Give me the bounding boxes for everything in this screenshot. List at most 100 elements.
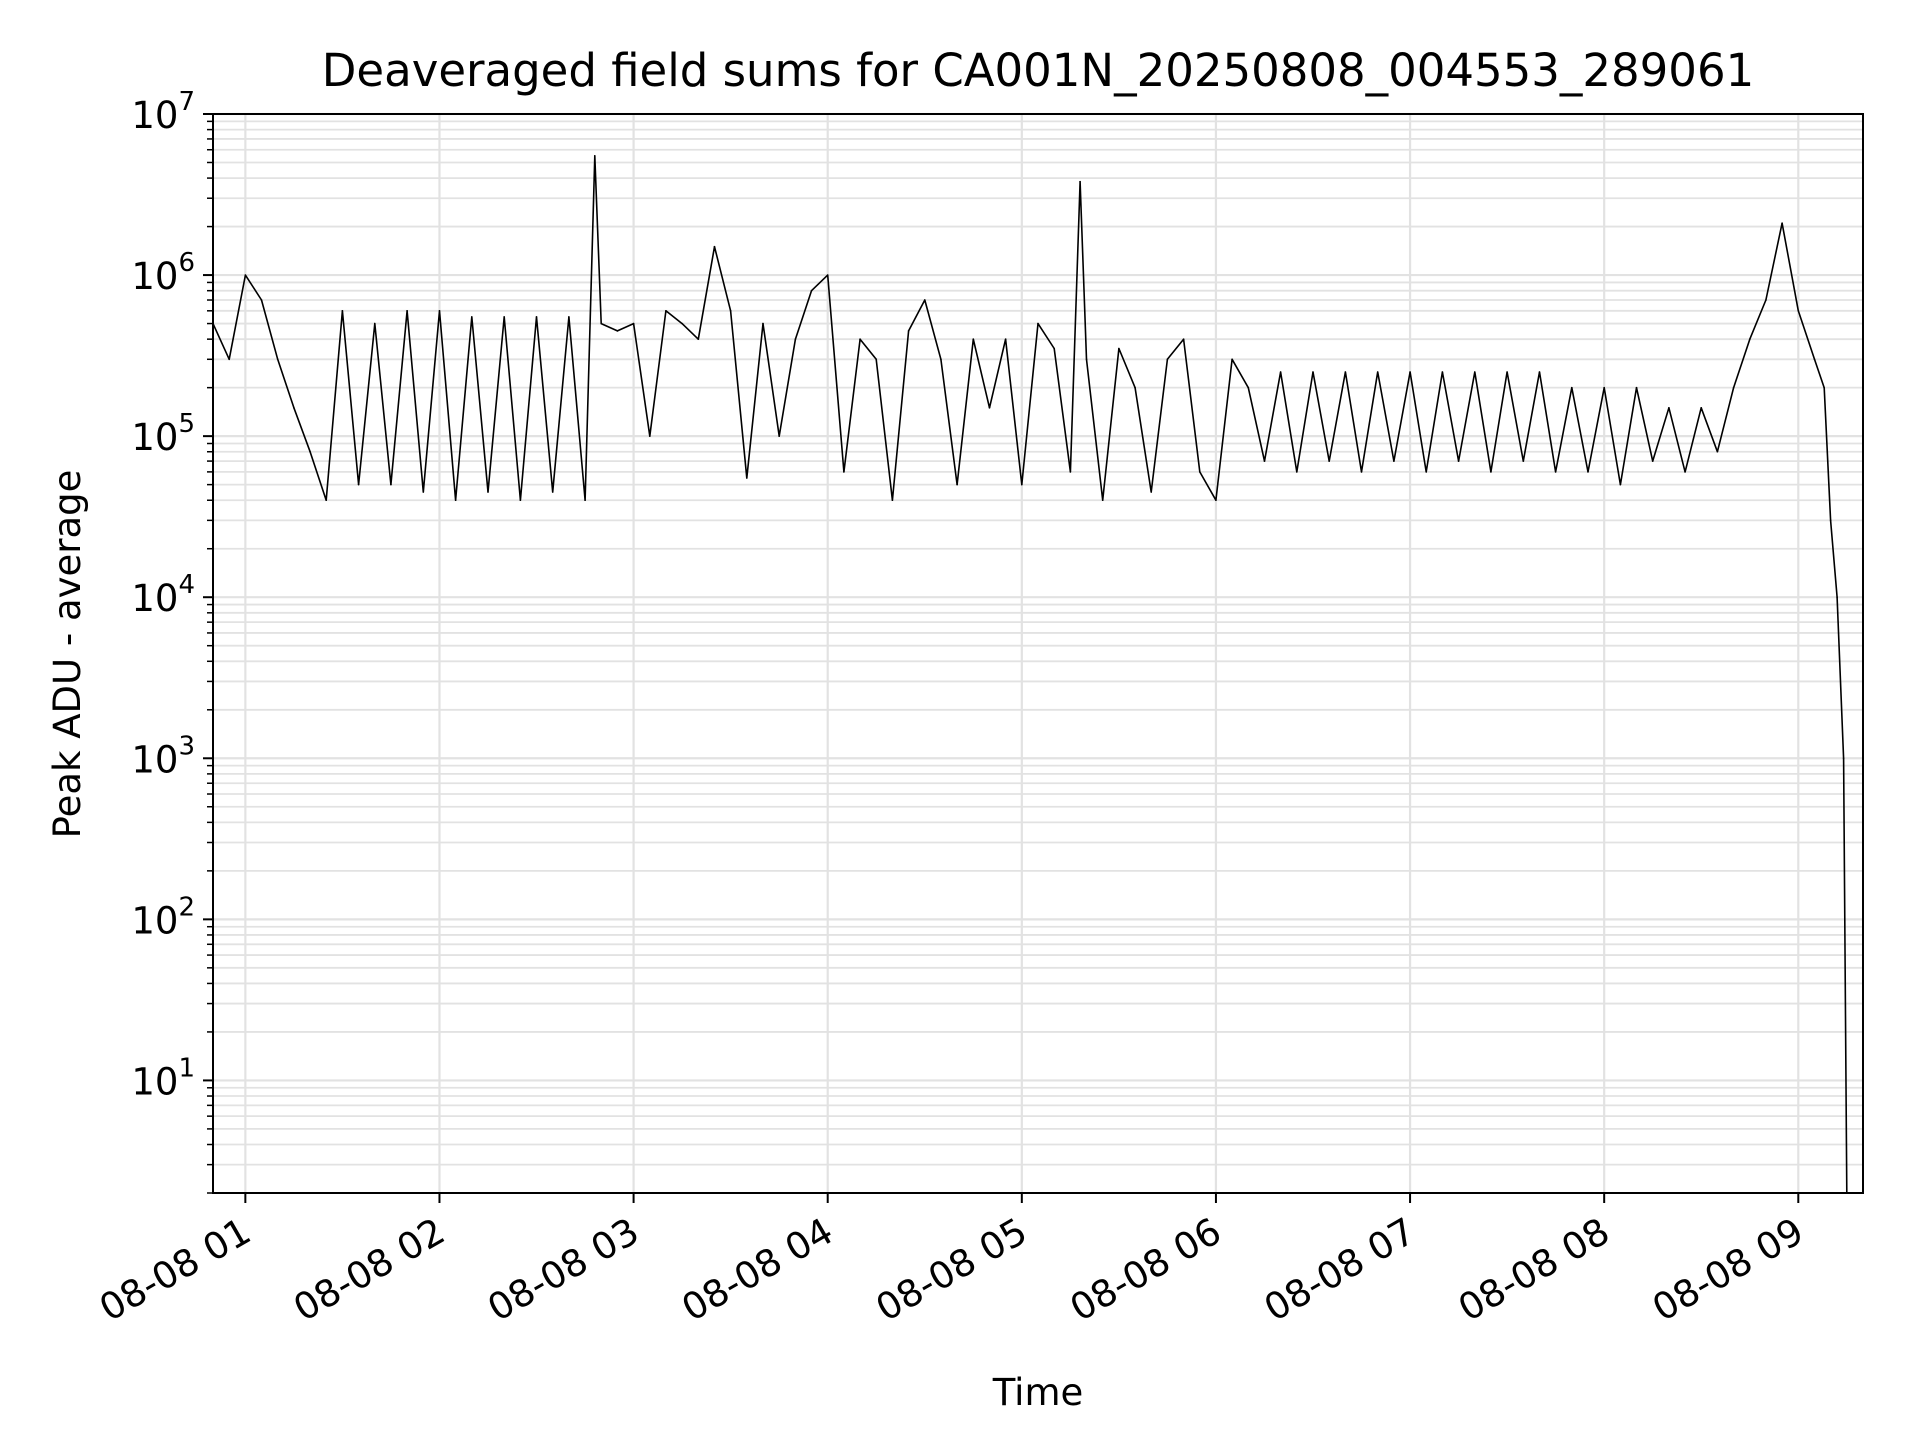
- data-point: [1118, 347, 1120, 350]
- data-point: [778, 435, 780, 437]
- data-point: [1684, 471, 1686, 473]
- y-tick-label: 107: [131, 87, 195, 137]
- data-point: [1522, 460, 1525, 462]
- data-point: [648, 435, 651, 437]
- data-point: [1506, 371, 1508, 373]
- data-point: [1134, 386, 1136, 389]
- y-tick-label: 101: [131, 1053, 195, 1103]
- data-point: [762, 322, 764, 325]
- data-point: [859, 338, 861, 340]
- series-layer: [212, 155, 1848, 1194]
- data-point: [309, 450, 311, 453]
- data-point: [681, 322, 683, 325]
- data-point: [568, 316, 570, 318]
- data-point: [1376, 371, 1379, 373]
- data-point: [1215, 499, 1217, 502]
- data-point: [665, 310, 667, 312]
- y-tick-label-exponent: 3: [178, 731, 195, 761]
- y-tick-label-exponent: 1: [178, 1053, 195, 1083]
- data-point: [584, 499, 586, 502]
- y-tick-label: 106: [131, 248, 195, 298]
- data-point: [1732, 386, 1735, 389]
- data-point: [1668, 406, 1670, 409]
- data-point: [535, 316, 538, 318]
- data-point: [1101, 499, 1104, 502]
- data-point: [503, 316, 505, 318]
- data-point: [1635, 386, 1638, 389]
- data-point: [1037, 322, 1039, 325]
- data-point: [454, 499, 457, 502]
- data-point: [1231, 358, 1233, 361]
- data-point: [1021, 483, 1023, 486]
- data-point: [1425, 471, 1428, 473]
- y-tick-label-base: 10: [131, 255, 178, 298]
- data-point: [1538, 371, 1541, 373]
- data-point: [1716, 450, 1719, 453]
- data-point: [1150, 491, 1153, 493]
- data-point: [1198, 471, 1201, 473]
- data-point: [325, 499, 328, 502]
- data-point: [244, 274, 247, 276]
- data-point: [1079, 180, 1081, 183]
- data-point: [406, 310, 408, 312]
- data-point: [1765, 299, 1767, 301]
- data-point: [438, 310, 441, 312]
- data-point: [891, 499, 894, 502]
- data-point: [713, 245, 716, 248]
- data-point: [729, 310, 732, 312]
- y-axis-label: Peak ADU - average: [46, 470, 89, 839]
- data-point: [988, 406, 991, 409]
- y-tick-label: 102: [131, 892, 195, 942]
- data-point: [341, 310, 344, 312]
- data-point: [471, 316, 473, 318]
- y-tick-label-exponent: 6: [178, 248, 195, 278]
- data-point: [1748, 338, 1751, 340]
- data-point: [1085, 358, 1088, 361]
- y-tick-label: 104: [131, 570, 195, 620]
- data-point: [228, 358, 230, 361]
- data-point: [1360, 471, 1363, 473]
- data-point: [1571, 386, 1573, 389]
- data-point: [1004, 338, 1007, 340]
- y-tick-label-base: 10: [131, 899, 178, 942]
- data-point: [422, 491, 425, 493]
- data-point: [697, 338, 700, 340]
- data-point: [1312, 371, 1314, 373]
- data-point: [616, 330, 619, 332]
- chart-title: Deaveraged field sums for CA001N_2025080…: [322, 44, 1754, 97]
- data-point: [600, 322, 603, 325]
- data-point: [1619, 483, 1622, 486]
- data-point: [1554, 471, 1557, 473]
- data-point: [1296, 471, 1298, 473]
- data-point: [1441, 371, 1444, 373]
- grid: [213, 112, 1863, 1194]
- data-point: [1651, 460, 1654, 462]
- data-point: [1797, 310, 1800, 312]
- data-point: [940, 358, 942, 361]
- y-tick-label-exponent: 7: [178, 87, 195, 117]
- data-point: [390, 483, 392, 486]
- data-point: [1490, 471, 1492, 473]
- data-point: [972, 338, 975, 340]
- data-point: [373, 322, 376, 325]
- data-point: [276, 358, 279, 361]
- data-point: [1393, 460, 1395, 462]
- data-point: [875, 358, 878, 361]
- data-point: [1781, 222, 1783, 224]
- y-tick-label: 105: [131, 409, 195, 459]
- x-axis-label: Time: [992, 1371, 1084, 1414]
- data-point: [1842, 757, 1845, 760]
- plot-frame: [212, 113, 1864, 1194]
- data-point: [1457, 460, 1460, 462]
- data-point: [1247, 386, 1250, 389]
- data-point: [1836, 596, 1838, 599]
- data-point: [1409, 371, 1411, 373]
- data-point: [746, 477, 748, 479]
- data-point: [1829, 519, 1832, 522]
- data-point: [826, 274, 829, 276]
- y-tick-label-base: 10: [131, 94, 178, 137]
- y-tick-label-base: 10: [131, 738, 178, 781]
- data-point: [593, 155, 596, 157]
